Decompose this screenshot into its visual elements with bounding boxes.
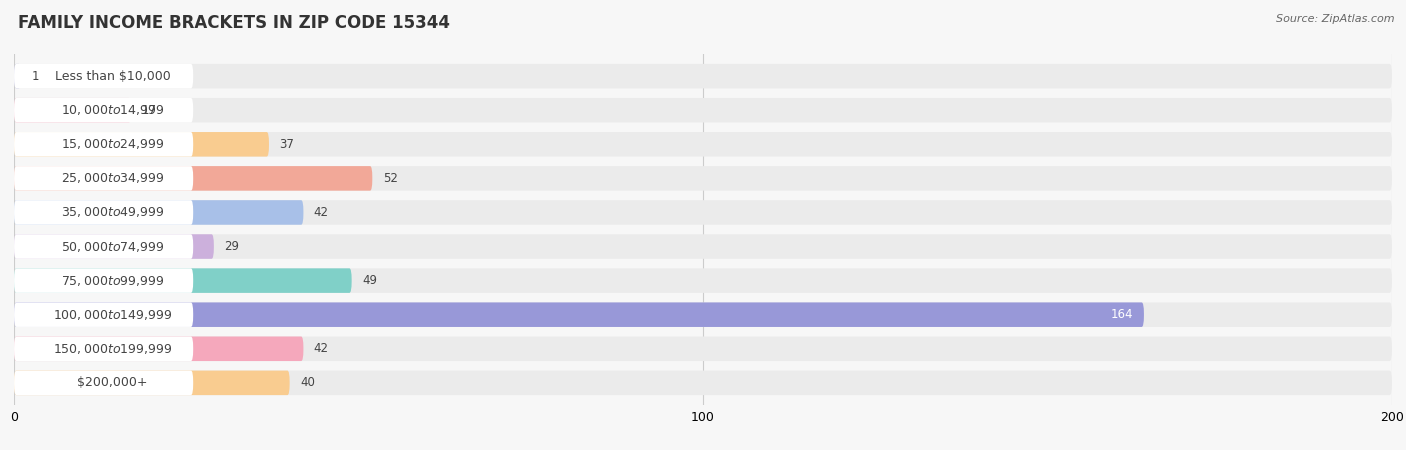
Text: Source: ZipAtlas.com: Source: ZipAtlas.com [1277, 14, 1395, 23]
FancyBboxPatch shape [14, 302, 1144, 327]
FancyBboxPatch shape [14, 302, 193, 327]
FancyBboxPatch shape [14, 166, 373, 191]
FancyBboxPatch shape [14, 132, 1392, 157]
Text: $75,000 to $99,999: $75,000 to $99,999 [60, 274, 165, 288]
Text: $100,000 to $149,999: $100,000 to $149,999 [53, 308, 173, 322]
Text: $10,000 to $14,999: $10,000 to $14,999 [60, 103, 165, 117]
Text: Less than $10,000: Less than $10,000 [55, 70, 170, 83]
FancyBboxPatch shape [14, 166, 193, 191]
FancyBboxPatch shape [14, 371, 1392, 395]
Text: 42: 42 [314, 206, 329, 219]
FancyBboxPatch shape [14, 132, 193, 157]
FancyBboxPatch shape [14, 268, 352, 293]
FancyBboxPatch shape [14, 166, 1392, 191]
Text: $200,000+: $200,000+ [77, 376, 148, 389]
Text: $150,000 to $199,999: $150,000 to $199,999 [53, 342, 173, 356]
Text: $15,000 to $24,999: $15,000 to $24,999 [60, 137, 165, 151]
Text: FAMILY INCOME BRACKETS IN ZIP CODE 15344: FAMILY INCOME BRACKETS IN ZIP CODE 15344 [18, 14, 450, 32]
FancyBboxPatch shape [14, 268, 1392, 293]
Text: 49: 49 [361, 274, 377, 287]
Text: 40: 40 [299, 376, 315, 389]
FancyBboxPatch shape [14, 98, 131, 122]
Text: 1: 1 [31, 70, 39, 83]
FancyBboxPatch shape [14, 132, 269, 157]
FancyBboxPatch shape [14, 371, 290, 395]
FancyBboxPatch shape [14, 234, 214, 259]
Text: $25,000 to $34,999: $25,000 to $34,999 [60, 171, 165, 185]
FancyBboxPatch shape [14, 371, 193, 395]
FancyBboxPatch shape [14, 64, 193, 88]
FancyBboxPatch shape [14, 337, 193, 361]
FancyBboxPatch shape [14, 234, 193, 259]
FancyBboxPatch shape [14, 98, 1392, 122]
FancyBboxPatch shape [14, 200, 1392, 225]
FancyBboxPatch shape [14, 337, 304, 361]
FancyBboxPatch shape [14, 234, 1392, 259]
Text: 29: 29 [224, 240, 239, 253]
FancyBboxPatch shape [14, 268, 193, 293]
Text: 37: 37 [280, 138, 294, 151]
FancyBboxPatch shape [14, 200, 304, 225]
Text: 52: 52 [382, 172, 398, 185]
FancyBboxPatch shape [14, 98, 193, 122]
FancyBboxPatch shape [14, 302, 1392, 327]
Text: $50,000 to $74,999: $50,000 to $74,999 [60, 239, 165, 253]
Text: $35,000 to $49,999: $35,000 to $49,999 [60, 206, 165, 220]
Text: 42: 42 [314, 342, 329, 355]
FancyBboxPatch shape [14, 337, 1392, 361]
FancyBboxPatch shape [14, 64, 1392, 88]
FancyBboxPatch shape [14, 64, 21, 88]
FancyBboxPatch shape [14, 200, 193, 225]
Text: 164: 164 [1111, 308, 1133, 321]
Text: 17: 17 [142, 104, 156, 117]
